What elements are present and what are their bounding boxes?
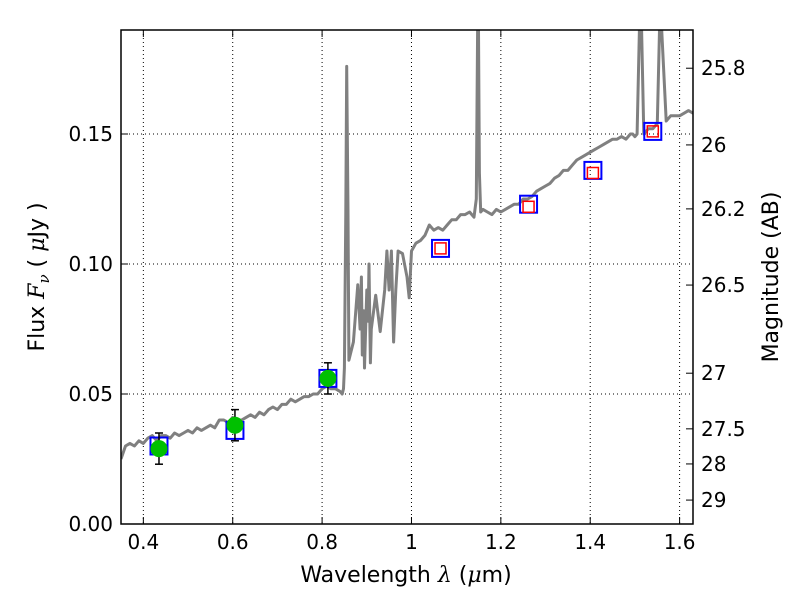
x-tick-label: 1.4 bbox=[574, 530, 606, 554]
right-tick-label: 29 bbox=[701, 488, 726, 512]
photometry-markers bbox=[149, 121, 663, 465]
blue-square-marker bbox=[643, 121, 663, 141]
sed-spectrum bbox=[121, 30, 693, 460]
green-data-point bbox=[226, 416, 244, 434]
plot-frame bbox=[120, 29, 694, 525]
x-tick-label: 0.6 bbox=[217, 530, 249, 554]
right-tick-label: 27.5 bbox=[701, 417, 746, 441]
blue-square-marker bbox=[431, 238, 451, 258]
y-tick-label: 0.10 bbox=[68, 252, 113, 276]
right-tick-label: 26 bbox=[701, 133, 726, 157]
red-square-marker bbox=[434, 242, 447, 255]
x-tick-label: 1 bbox=[405, 530, 418, 554]
green-data-point bbox=[150, 440, 168, 458]
right-tick-label: 25.8 bbox=[701, 56, 746, 80]
red-square-marker bbox=[586, 166, 600, 180]
y-tick-label: 0.05 bbox=[68, 382, 113, 406]
sed-line bbox=[121, 30, 693, 460]
right-tick-label: 26.5 bbox=[701, 273, 746, 297]
red-square-marker bbox=[646, 125, 660, 138]
x-tick-label: 0.8 bbox=[306, 530, 338, 554]
y-tick-label: 0.15 bbox=[68, 122, 113, 146]
red-square-marker bbox=[522, 200, 535, 214]
right-tick-label: 28 bbox=[701, 452, 726, 476]
x-axis-label: Wavelength λ (μm) bbox=[300, 563, 511, 588]
y-tick-label: 0.00 bbox=[68, 512, 113, 536]
plot-border bbox=[120, 29, 694, 525]
right-axis-label: Magnitude (AB) bbox=[759, 192, 784, 363]
y-axis-label: Flux Fν ( μJy ) bbox=[25, 202, 53, 351]
axis-labels: Wavelength λ (μm) Flux Fν ( μJy ) Magnit… bbox=[25, 192, 784, 588]
right-tick-label: 27 bbox=[701, 361, 726, 385]
x-tick-label: 1.2 bbox=[485, 530, 517, 554]
x-tick-label: 1.6 bbox=[664, 530, 696, 554]
x-tick-label: 0.4 bbox=[127, 530, 159, 554]
axis-ticks: 0.4 0.6 0.8 1 1.2 1.4 1.6 0.00 0.05 0.10 0.15 25.8 2… bbox=[68, 30, 746, 554]
right-tick-label: 26.2 bbox=[701, 197, 746, 221]
green-data-point bbox=[319, 369, 337, 387]
